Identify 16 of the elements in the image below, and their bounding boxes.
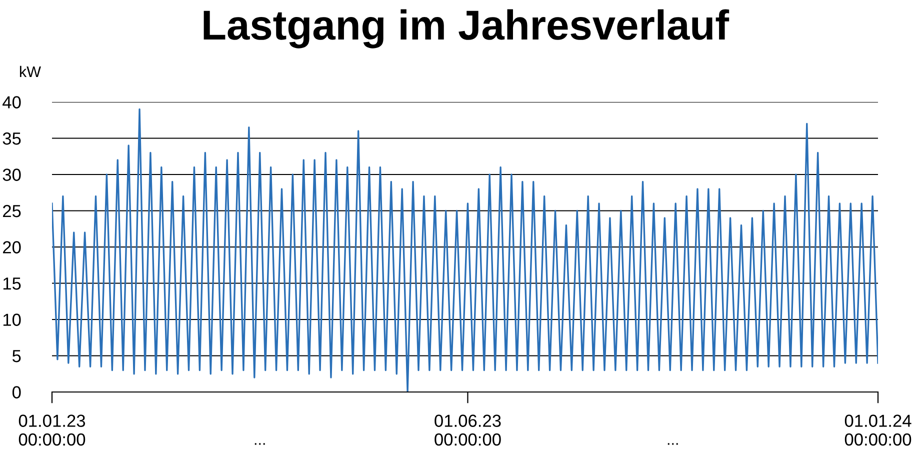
y-tick-label: 10 — [3, 314, 21, 326]
y-tick-label: 20 — [3, 241, 21, 254]
y-tick-label: 25 — [3, 204, 21, 218]
x-tick-label: 01.06.23 00:00:00 — [434, 414, 501, 446]
y-tick-label: 0 — [12, 386, 21, 398]
chart-title: Lastgang im Jahresverlauf — [204, 9, 730, 48]
y-axis-title: kW — [20, 66, 41, 77]
y-tick-label: 40 — [2, 96, 21, 108]
text: ... — [668, 443, 678, 445]
text: ... — [254, 443, 265, 445]
y-tick-label: 5 — [12, 350, 21, 362]
x-tick-label: 01.01.24 00:00:00 — [844, 414, 912, 446]
y-tick-label: 30 — [2, 168, 21, 181]
x-tick-label: 01.01.23 00:00:00 — [18, 414, 86, 446]
y-tick-label: 35 — [2, 132, 21, 145]
y-tick-label: 15 — [3, 278, 21, 290]
